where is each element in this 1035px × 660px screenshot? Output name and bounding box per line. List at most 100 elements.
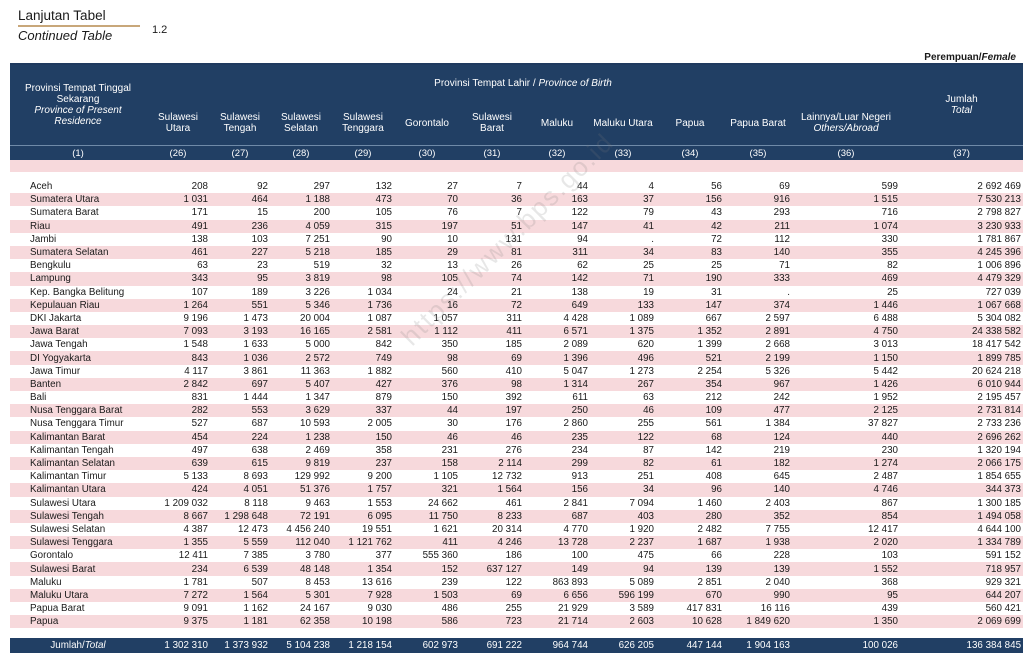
table-cell: 24 662 [394, 496, 460, 510]
table-cell: 4 770 [524, 522, 590, 537]
table-cell: 337 [332, 404, 394, 418]
table-cell: 358 [332, 443, 394, 457]
table-cell: 2 733 236 [900, 417, 1024, 431]
column-index: (28) [270, 145, 332, 160]
table-cell: 321 [394, 483, 460, 497]
table-cell: 72 [460, 298, 524, 312]
table-cell: 2 020 [792, 536, 901, 550]
table-row: Sulawesi Utara 1 209 032 8 118 9 463 1 553 24… [10, 496, 1024, 510]
table-cell: 7 251 [270, 232, 332, 246]
top-rule [10, 63, 1023, 65]
table-cell: 1 034 [332, 285, 394, 299]
table-cell: 13 728 [524, 536, 590, 550]
table-cell: 8 693 [210, 470, 270, 484]
table-cell: 1 494 058 [900, 509, 1024, 523]
table-cell: 90 [332, 232, 394, 246]
table-cell: 147 [656, 298, 724, 312]
table-cell: 122 [590, 430, 656, 444]
table-cell: 649 [524, 298, 590, 312]
table-cell: 189 [210, 285, 270, 299]
table-cell: 1 057 [394, 311, 460, 326]
table-cell: 95 [210, 272, 270, 286]
column-index: (26) [146, 145, 210, 160]
table-cell: 1 238 [270, 430, 332, 444]
table-cell: 46 [394, 430, 460, 444]
table-cell: 749 [332, 351, 394, 365]
table-number: 1.2 [152, 24, 168, 36]
total-header: Jumlah Total [900, 65, 1024, 146]
table-cell: 231 [394, 443, 460, 457]
table-row: Riau 491 236 4 059 315 197 51 147 41 42 211 1 074 3 … [10, 219, 1024, 233]
column-header: Maluku Utara [590, 101, 656, 146]
table-cell: 182 [724, 456, 792, 471]
table-row: Jambi 138 103 7 251 90 10 131 94. 72 112 330 1 781 … [10, 232, 1024, 246]
table-cell: 19 [590, 285, 656, 299]
province-name: Sumatera Selatan [10, 245, 146, 260]
table-cell: 129 992 [270, 470, 332, 484]
table-row: Bali 831 1 444 1 347 879 150 392 611 63 212 242 1 9… [10, 391, 1024, 405]
table-cell: 16 116 [724, 602, 792, 616]
gender-label: Perempuan/Female [924, 52, 1016, 63]
table-cell: 149 [524, 562, 590, 576]
table-cell: 7 [460, 180, 524, 194]
table-cell: 9 196 [146, 311, 210, 326]
table-cell: 7 [460, 206, 524, 220]
table-row: Maluku Utara 7 272 1 564 5 301 7 928 1 503 69 6… [10, 588, 1024, 602]
column-header: Maluku [524, 101, 590, 146]
table-cell: 5 326 [724, 364, 792, 378]
table-cell: 879 [332, 391, 394, 405]
table-row: Kepulauan Riau 1 264 551 5 346 1 736 16 72 649 1… [10, 298, 1024, 312]
column-index: (34) [656, 145, 724, 160]
table-cell: 555 360 [394, 549, 460, 563]
table-cell: 122 [524, 206, 590, 220]
table-cell: 591 152 [900, 549, 1024, 563]
table-cell: 5 218 [270, 245, 332, 260]
table-cell: 440 [792, 430, 901, 444]
province-name: Gorontalo [10, 549, 146, 563]
table-cell: 234 [146, 562, 210, 576]
table-cell: 2 731 814 [900, 404, 1024, 418]
table-cell: 417 831 [656, 602, 724, 616]
table-row: Kalimantan Selatan 639 615 9 819 237 158 2 114… [10, 456, 1024, 471]
table-cell: 7 094 [590, 496, 656, 510]
table-cell: 227 [210, 245, 270, 260]
table-cell: 12 411 [146, 549, 210, 563]
table-cell: 4 246 [460, 536, 524, 550]
table-cell: 411 [394, 536, 460, 550]
table-cell: 150 [394, 391, 460, 405]
table-cell: 1 633 [210, 338, 270, 352]
table-cell: 1 274 [792, 456, 901, 471]
table-cell: 929 321 [900, 575, 1024, 589]
table-cell: 66 [656, 549, 724, 563]
table-cell: 311 [460, 311, 524, 326]
total-cell: 1 904 163 [724, 638, 792, 654]
table-cell: 3 589 [590, 602, 656, 616]
table-cell: . [724, 285, 792, 299]
table-cell: 251 [590, 470, 656, 484]
province-name: Aceh [10, 180, 146, 194]
table-cell: 2 603 [590, 615, 656, 629]
table-cell: 94 [524, 232, 590, 246]
table-cell: 235 [524, 430, 590, 444]
table-cell: 13 616 [332, 575, 394, 589]
table-row: Jawa Tengah 1 548 1 633 5 000 842 350 185 2 089… [10, 338, 1024, 352]
province-name: Jawa Barat [10, 325, 146, 339]
table-cell: 967 [724, 377, 792, 391]
table-cell: 403 [590, 509, 656, 523]
table-cell: 255 [590, 417, 656, 431]
table-cell: 5 407 [270, 377, 332, 391]
table-cell: 13 [394, 259, 460, 273]
table-cell: 1 952 [792, 391, 901, 405]
table-cell: 1 503 [394, 588, 460, 602]
table-row: Sulawesi Barat 234 6 539 48 148 1 354 152 637 … [10, 562, 1024, 576]
column-header: Gorontalo [394, 101, 460, 146]
table-cell: 527 [146, 417, 210, 431]
table-cell: 25 [590, 259, 656, 273]
table-cell: 1 112 [394, 325, 460, 339]
total-cell: 602 973 [394, 638, 460, 654]
table-cell: 142 [656, 443, 724, 457]
table-cell: 1 352 [656, 325, 724, 339]
table-cell: 1 067 668 [900, 298, 1024, 312]
table-cell: 20 314 [460, 522, 524, 537]
province-name: Kalimantan Selatan [10, 456, 146, 471]
